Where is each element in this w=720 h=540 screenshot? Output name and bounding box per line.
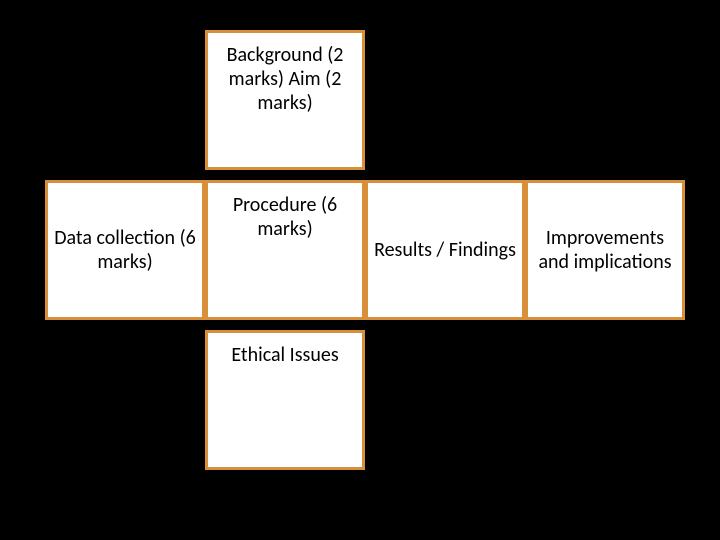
cell-left-text: Data collection (6 marks): [54, 226, 196, 274]
cell-top: Background (2 marks) Aim (2 marks): [205, 30, 365, 170]
cell-right1: Results / Findings: [365, 180, 525, 320]
cell-left: Data collection (6 marks): [45, 180, 205, 320]
cell-bottom: Ethical Issues: [205, 330, 365, 470]
cell-bottom-text: Ethical Issues: [231, 343, 338, 367]
cell-top-text: Background (2 marks) Aim (2 marks): [214, 43, 356, 115]
cell-right2: Improvements and implications: [525, 180, 685, 320]
cell-center: Procedure (6 marks): [205, 180, 365, 320]
cell-right1-text: Results / Findings: [374, 238, 516, 262]
cell-right2-text: Improvements and implications: [534, 226, 676, 274]
cell-center-text: Procedure (6 marks): [214, 193, 356, 241]
